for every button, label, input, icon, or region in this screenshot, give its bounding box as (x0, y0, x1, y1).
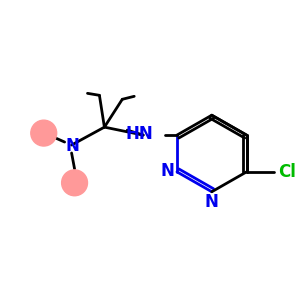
Circle shape (31, 120, 57, 146)
Text: N: N (160, 162, 174, 180)
Text: N: N (205, 193, 219, 211)
Circle shape (61, 170, 88, 196)
Text: N: N (66, 137, 80, 155)
Text: HN: HN (125, 125, 153, 143)
Text: Cl: Cl (278, 163, 296, 181)
